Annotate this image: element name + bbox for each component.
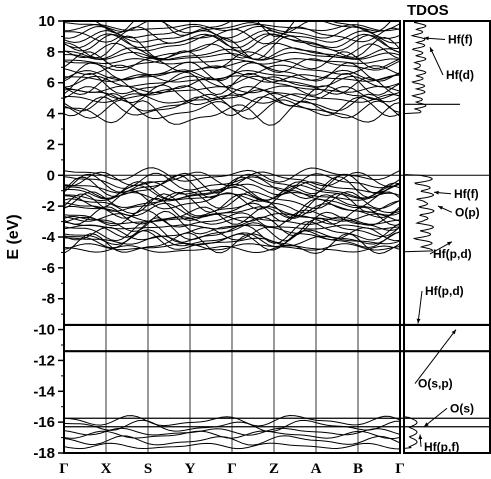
dos-layer: Hf(f) Hf(d) Hf(f) O(p) Hf(p,d) Hf(p,d) O(s,p) O… <box>403 20 480 454</box>
dos-annotation-arrow <box>429 47 444 76</box>
y-tick-label: -6 <box>42 260 55 277</box>
dos-annotation-arrowhead <box>416 318 421 324</box>
dos-annotation-arrowhead <box>434 190 439 195</box>
k-point-lines <box>63 21 401 453</box>
k-point-label: X <box>101 461 112 477</box>
axes-layer <box>58 20 491 454</box>
dos-annotation-arrowhead <box>447 241 452 246</box>
dos-annotation-arrowhead <box>430 47 434 53</box>
y-tick-label: -16 <box>33 414 55 431</box>
dos-annotation-label: Hf(p,d) <box>425 284 464 298</box>
y-tick-label: 6 <box>47 75 55 92</box>
dos-annotation-label: Hf(d) <box>446 68 474 82</box>
dos-annotation-arrowhead <box>418 434 423 440</box>
dos-annotation-arrowhead <box>451 329 456 335</box>
dos-annotation-arrowhead <box>438 206 443 210</box>
dos-annotation-label: O(p) <box>455 205 480 219</box>
y-tick-label: -10 <box>33 322 55 339</box>
y-tick-label: 0 <box>47 167 55 184</box>
k-point-label: A <box>311 461 322 477</box>
dos-annotation-arrowhead <box>424 422 429 427</box>
y-tick-label: -4 <box>42 229 56 246</box>
dos-annotation-arrow <box>423 407 448 428</box>
dos-annotation-label: O(s,p) <box>418 377 453 391</box>
k-point-label: Γ <box>395 461 405 477</box>
y-tick-label: 8 <box>47 44 55 61</box>
y-tick-label: 2 <box>47 136 55 153</box>
k-point-label: Y <box>185 461 196 477</box>
dos-annotation-arrow <box>417 290 423 324</box>
k-point-label: Γ <box>227 461 237 477</box>
dos-annotation-label: O(s) <box>450 401 474 415</box>
dos-panel-frame <box>403 20 491 454</box>
labels-layer: Γ X S Y Γ Z A B Γ 10 8 6 4 2 0 -2 -4 -6 -8 -10 -12 -14 -16 -18 E… <box>5 2 449 477</box>
dos-annotation-label: Hf(p,f) <box>424 440 459 454</box>
y-tick-label: -8 <box>42 291 55 308</box>
k-point-label: Γ <box>59 461 69 477</box>
dos-annotation-arrow <box>414 329 457 384</box>
dos-annotation-label: Hf(f) <box>448 33 473 47</box>
k-point-label: Z <box>269 461 279 477</box>
dos-annotation-arrowhead <box>424 36 429 41</box>
y-tick-label: 4 <box>47 106 56 123</box>
y-tick-label: -2 <box>42 198 55 215</box>
y-axis-title: E (eV) <box>5 214 22 259</box>
k-point-label: B <box>353 461 363 477</box>
y-tick-label: -18 <box>33 445 55 462</box>
k-point-label: S <box>144 461 152 477</box>
conduction-band <box>93 21 392 37</box>
y-tick-label: -14 <box>33 383 55 400</box>
dos-title: TDOS <box>407 2 449 19</box>
y-tick-label: -12 <box>33 352 55 369</box>
y-tick-label: 10 <box>38 13 55 30</box>
dos-annotation-label: Hf(p,d) <box>433 247 472 261</box>
dos-annotation-label: Hf(f) <box>454 187 479 201</box>
